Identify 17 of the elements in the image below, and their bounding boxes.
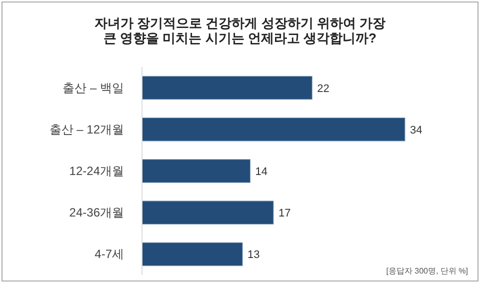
data-label: 14 <box>255 166 268 178</box>
data-label: 13 <box>248 249 260 262</box>
y-tick-label: 4-7세 <box>94 247 124 262</box>
y-tick-label: 출산 – 12개월 <box>49 122 124 136</box>
chart-title: 자녀가 장기적으로 건강하게 성장하기 위하여 가장 큰 영향을 미치는 시기는 언제라고 생각합니까? <box>94 16 386 46</box>
y-tick-label: 24-36개월 <box>69 206 124 220</box>
y-tick-label: 출산 – 백일 <box>62 80 124 95</box>
bar <box>142 117 406 142</box>
bar <box>142 76 312 100</box>
data-label: 22 <box>317 82 330 95</box>
data-label: 17 <box>278 208 291 220</box>
bar <box>142 242 243 266</box>
bar <box>142 200 274 225</box>
annotation: [응답자 300명, 단위 %] <box>386 266 468 276</box>
bar <box>142 159 251 183</box>
y-tick-label: 12-24개월 <box>69 164 124 178</box>
data-label: 34 <box>410 124 422 136</box>
